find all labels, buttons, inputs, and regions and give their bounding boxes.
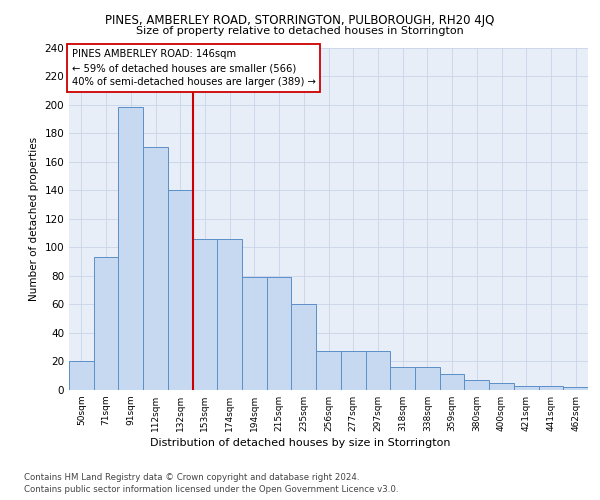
Bar <box>292 304 316 390</box>
Text: Distribution of detached houses by size in Storrington: Distribution of detached houses by size … <box>150 438 450 448</box>
Text: PINES, AMBERLEY ROAD, STORRINGTON, PULBOROUGH, RH20 4JQ: PINES, AMBERLEY ROAD, STORRINGTON, PULBO… <box>106 14 494 27</box>
Bar <box>365 352 390 390</box>
Bar <box>390 367 415 390</box>
Text: Contains HM Land Registry data © Crown copyright and database right 2024.: Contains HM Land Registry data © Crown c… <box>24 472 359 482</box>
Bar <box>539 386 563 390</box>
Bar <box>118 108 143 390</box>
Bar <box>489 383 514 390</box>
Bar <box>440 374 464 390</box>
Bar <box>316 352 341 390</box>
Bar <box>242 278 267 390</box>
Bar <box>94 258 118 390</box>
Bar <box>168 190 193 390</box>
Bar <box>514 386 539 390</box>
Bar <box>415 367 440 390</box>
Bar <box>563 387 588 390</box>
Y-axis label: Number of detached properties: Number of detached properties <box>29 136 39 301</box>
Bar <box>217 238 242 390</box>
Text: PINES AMBERLEY ROAD: 146sqm
← 59% of detached houses are smaller (566)
40% of se: PINES AMBERLEY ROAD: 146sqm ← 59% of det… <box>71 49 316 87</box>
Text: Contains public sector information licensed under the Open Government Licence v3: Contains public sector information licen… <box>24 485 398 494</box>
Bar <box>464 380 489 390</box>
Bar <box>267 278 292 390</box>
Bar <box>341 352 365 390</box>
Bar <box>69 362 94 390</box>
Bar <box>193 238 217 390</box>
Text: Size of property relative to detached houses in Storrington: Size of property relative to detached ho… <box>136 26 464 36</box>
Bar <box>143 148 168 390</box>
